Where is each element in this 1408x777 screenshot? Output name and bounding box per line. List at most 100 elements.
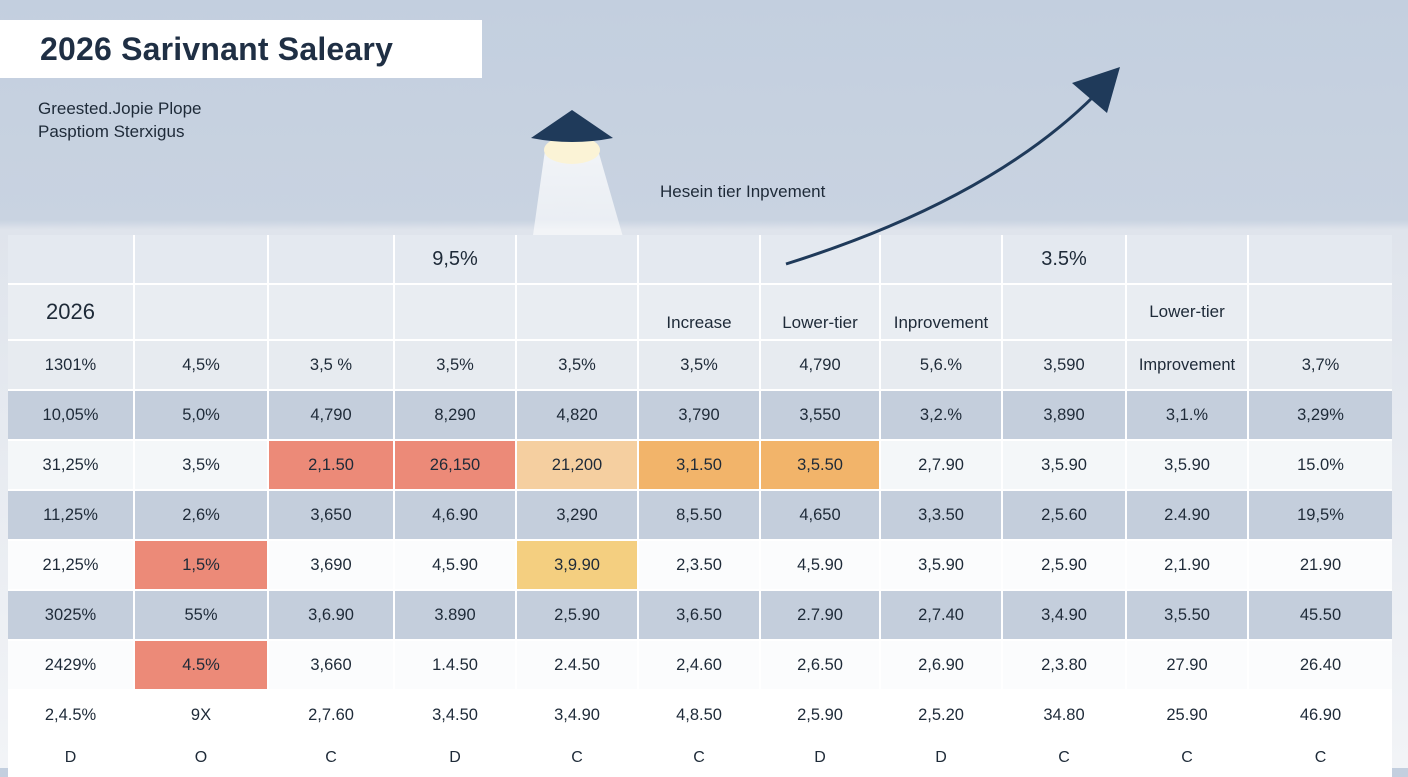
table-cell: 19,5% xyxy=(1248,490,1392,541)
table-cell xyxy=(268,284,395,341)
table-cell: 3,5.90 xyxy=(1126,440,1249,491)
table-cell: 31,25% xyxy=(8,440,135,491)
table-cell: 2,4.60 xyxy=(638,640,761,691)
table-cell: 2026 xyxy=(8,284,135,341)
table-row: 11,25% 2,6% 3,650 4,6.90 3,290 8,5.50 4,650 3,3… xyxy=(8,490,1392,541)
table-cell: 2.4.90 xyxy=(1126,490,1249,541)
table-cell xyxy=(134,284,269,341)
table-cell: 4.5% xyxy=(134,640,269,691)
table-cell: 4,8.50 xyxy=(638,690,761,741)
table-cell: 26,150 xyxy=(394,440,517,491)
table-cell xyxy=(394,284,517,341)
table-cell: 3,2.% xyxy=(880,390,1003,441)
table-cell: 4,5% xyxy=(134,340,269,391)
table-cell: 3.890 xyxy=(394,590,517,641)
table-cell: 4,650 xyxy=(760,490,881,541)
table-cell: 10,05% xyxy=(8,390,135,441)
table-cell: 3,790 xyxy=(638,390,761,441)
table-cell: 21,200 xyxy=(516,440,639,491)
table-cell: C xyxy=(1126,740,1249,777)
table-cell: 3,5% xyxy=(516,340,639,391)
table-cell: 4,820 xyxy=(516,390,639,441)
table-cell: Lower-tier xyxy=(760,284,881,341)
trend-annotation: Hesein tier Inpvement xyxy=(660,182,826,201)
table-cell: 3,650 xyxy=(268,490,395,541)
table-cell xyxy=(760,235,881,285)
lamp-icon xyxy=(531,110,613,164)
table-cell: C xyxy=(1002,740,1127,777)
table-cell: 9,5% xyxy=(394,235,517,285)
table-cell: 3,5% xyxy=(638,340,761,391)
table-cell: 2,7.60 xyxy=(268,690,395,741)
table-row: 21,25% 1,5% 3,690 4,5.90 3,9.90 2,3.50 4,5.90 3… xyxy=(8,540,1392,591)
table-cell: 2,6% xyxy=(134,490,269,541)
table-cell: 3025% xyxy=(8,590,135,641)
table-cell: 2,5.90 xyxy=(516,590,639,641)
table-cell: 3,5.50 xyxy=(760,440,881,491)
table-cell: 3,5.50 xyxy=(1126,590,1249,641)
header-row-1: 9,5% 3.5% xyxy=(8,235,1392,285)
table-cell: 26.40 xyxy=(1248,640,1392,691)
table-cell: 2,5.20 xyxy=(880,690,1003,741)
table-cell: 15.0% xyxy=(1248,440,1392,491)
table-cell: 3,890 xyxy=(1002,390,1127,441)
table-cell xyxy=(134,235,269,285)
table-row: 3025% 55% 3,6.90 3.890 2,5.90 3,6.50 2.7.90 2,7… xyxy=(8,590,1392,641)
table-cell: 3,5.90 xyxy=(880,540,1003,591)
table-cell: C xyxy=(516,740,639,777)
table-cell: 3,4.90 xyxy=(516,690,639,741)
table-cell: 2,5.90 xyxy=(1002,540,1127,591)
table-cell: 3,4.50 xyxy=(394,690,517,741)
table-cell: 3,7% xyxy=(1248,340,1392,391)
table-cell: 3,5 % xyxy=(268,340,395,391)
table-cell: 3,660 xyxy=(268,640,395,691)
table-row: 2429% 4.5% 3,660 1.4.50 2.4.50 2,4.60 2,6.50 2,… xyxy=(8,640,1392,691)
table-cell: 45.50 xyxy=(1248,590,1392,641)
table-cell: 2429% xyxy=(8,640,135,691)
table-cell: 8,290 xyxy=(394,390,517,441)
table-cell xyxy=(516,235,639,285)
table-cell: 3,1.% xyxy=(1126,390,1249,441)
table-cell: 3,550 xyxy=(760,390,881,441)
table-cell: 21.90 xyxy=(1248,540,1392,591)
table-cell: C xyxy=(638,740,761,777)
table-cell: 3,5% xyxy=(394,340,517,391)
table-cell xyxy=(638,235,761,285)
table-cell: 3,290 xyxy=(516,490,639,541)
table-cell: 46.90 xyxy=(1248,690,1392,741)
table-cell: 3,6.50 xyxy=(638,590,761,641)
table-cell: 27.90 xyxy=(1126,640,1249,691)
table-cell: 2.7.90 xyxy=(760,590,881,641)
table-cell: C xyxy=(1248,740,1392,777)
table-cell xyxy=(1248,235,1392,285)
table-cell xyxy=(1126,235,1249,285)
table-cell: 3,4.90 xyxy=(1002,590,1127,641)
table-cell: 2,7.90 xyxy=(880,440,1003,491)
table-cell: 4,790 xyxy=(760,340,881,391)
table-cell: 3,1.50 xyxy=(638,440,761,491)
table-row: 31,25% 3,5% 2,1.50 26,150 21,200 3,1.50 3,5.50… xyxy=(8,440,1392,491)
trend-arrow-head xyxy=(1072,67,1120,113)
table-cell: 4,5.90 xyxy=(394,540,517,591)
table-cell: 25.90 xyxy=(1126,690,1249,741)
table-row: 1301% 4,5% 3,5 % 3,5% 3,5% 3,5% 4,790 5,6.% 3,59… xyxy=(8,340,1392,391)
table-cell: 3,3.50 xyxy=(880,490,1003,541)
table-cell: 2,3.50 xyxy=(638,540,761,591)
table-cell: 2,1.50 xyxy=(268,440,395,491)
table-cell: 2,1.90 xyxy=(1126,540,1249,591)
table-cell: 3,5% xyxy=(134,440,269,491)
subtitle-line-1: Greested.Jopie Plope xyxy=(38,99,202,118)
table-cell: D xyxy=(8,740,135,777)
lamp-glow xyxy=(544,136,600,164)
table-cell: 5,6.% xyxy=(880,340,1003,391)
page-title: 2026 Sarivnant Saleary xyxy=(40,30,394,67)
table-cell xyxy=(8,235,135,285)
table-cell: Lower-tier xyxy=(1126,284,1249,341)
table-cell: 3,29% xyxy=(1248,390,1392,441)
table-cell: 4,5.90 xyxy=(760,540,881,591)
table-cell: 4,790 xyxy=(268,390,395,441)
table-cell: 5,0% xyxy=(134,390,269,441)
table-cell: O xyxy=(134,740,269,777)
table-cell: 3,690 xyxy=(268,540,395,591)
